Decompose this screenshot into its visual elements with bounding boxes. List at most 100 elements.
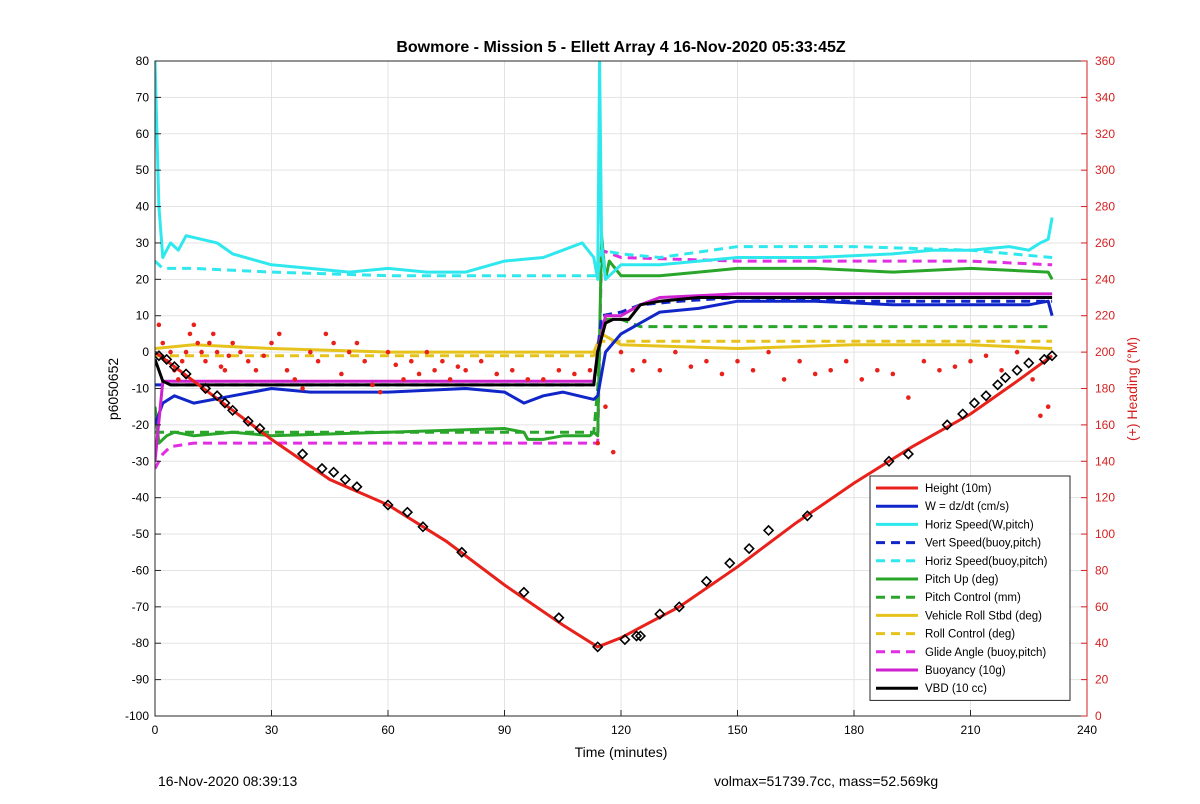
height-marker bbox=[199, 382, 212, 395]
heading-point bbox=[176, 377, 181, 382]
height-marker bbox=[1011, 364, 1023, 376]
heading-point bbox=[595, 440, 600, 446]
series-line bbox=[155, 339, 1053, 358]
height-marker bbox=[328, 466, 340, 478]
x-tick-label: 0 bbox=[152, 723, 159, 737]
heading-point bbox=[346, 349, 352, 355]
heading-point bbox=[210, 331, 216, 337]
heading-point bbox=[331, 340, 336, 346]
y-tick-label: 40 bbox=[136, 200, 150, 214]
heading-point bbox=[409, 358, 414, 364]
heading-point bbox=[688, 364, 694, 369]
heading-point bbox=[587, 368, 593, 373]
heading-point bbox=[812, 371, 818, 377]
y-right-tick-label: 100 bbox=[1095, 527, 1115, 541]
height-marker bbox=[592, 641, 604, 653]
heading-point bbox=[238, 349, 243, 355]
heading-point bbox=[230, 340, 235, 346]
y-right-tick-label: 220 bbox=[1095, 309, 1115, 323]
height-marker bbox=[254, 422, 266, 435]
y-right-tick-label: 20 bbox=[1095, 673, 1109, 687]
heading-point bbox=[657, 368, 663, 373]
series-line bbox=[155, 299, 1054, 426]
y-tick-label: 70 bbox=[136, 90, 150, 104]
height-marker bbox=[296, 448, 309, 460]
heading-point bbox=[245, 358, 251, 364]
heading-point bbox=[362, 358, 368, 364]
height-marker bbox=[724, 557, 736, 569]
height-marker bbox=[1046, 350, 1058, 362]
heading-point bbox=[187, 331, 193, 337]
heading-point bbox=[455, 364, 461, 369]
y-tick-label: -40 bbox=[132, 491, 150, 505]
height-marker bbox=[700, 575, 713, 587]
heading-point bbox=[541, 377, 546, 382]
x-axis-label: Time (minutes) bbox=[575, 744, 668, 760]
y-right-tick-label: 60 bbox=[1095, 600, 1109, 614]
y-tick-label: -90 bbox=[132, 673, 150, 687]
y-tick-label: -50 bbox=[132, 527, 150, 541]
heading-point bbox=[339, 371, 344, 377]
heading-point bbox=[618, 349, 624, 355]
legend-label: VBD (10 cc) bbox=[925, 683, 987, 695]
height-marker bbox=[902, 448, 914, 460]
legend-label: Vehicle Roll Stbd (deg) bbox=[925, 610, 1042, 622]
y-right-tick-label: 260 bbox=[1095, 236, 1115, 250]
height-marker bbox=[227, 404, 239, 416]
legend-label: Height (10m) bbox=[925, 483, 992, 495]
height-marker bbox=[155, 350, 165, 362]
legend-label: Horiz Speed(buoy,pitch) bbox=[925, 556, 1048, 568]
heading-point bbox=[416, 371, 422, 377]
heading-point bbox=[183, 349, 189, 355]
chart-title: Bowmore - Mission 5 - Ellett Array 4 16-… bbox=[396, 39, 846, 56]
heading-point bbox=[603, 404, 608, 409]
height-marker bbox=[339, 473, 351, 486]
heading-point bbox=[642, 358, 647, 364]
y-right-tick-label: 280 bbox=[1095, 200, 1115, 214]
x-tick-label: 180 bbox=[844, 723, 864, 737]
height-marker bbox=[211, 390, 223, 402]
heading-point bbox=[572, 371, 577, 377]
heading-point bbox=[781, 377, 787, 382]
heading-point bbox=[630, 368, 635, 373]
height-marker bbox=[417, 521, 429, 533]
legend-box bbox=[869, 475, 1071, 701]
height-marker bbox=[382, 499, 394, 511]
heading-point bbox=[179, 358, 185, 364]
x-tick-label: 60 bbox=[381, 723, 395, 737]
footer-timestamp: 16-Nov-2020 08:39:13 bbox=[158, 773, 298, 789]
x-tick-label: 120 bbox=[611, 723, 631, 737]
height-marker bbox=[999, 371, 1012, 384]
height-marker bbox=[180, 368, 192, 380]
y-right-tick-label: 340 bbox=[1095, 90, 1115, 104]
legend-label: Buoyancy (10g) bbox=[925, 665, 1006, 677]
y-right-tick-label: 40 bbox=[1095, 636, 1109, 650]
y-right-tick-label: 180 bbox=[1095, 382, 1115, 396]
heading-point bbox=[968, 358, 973, 364]
heading-point bbox=[424, 349, 430, 355]
y-tick-label: 30 bbox=[136, 236, 150, 250]
heading-point bbox=[401, 377, 406, 382]
y-right-tick-label: 320 bbox=[1095, 127, 1115, 141]
heading-point bbox=[218, 364, 224, 369]
y-right-tick-label: 160 bbox=[1095, 418, 1115, 432]
height-marker bbox=[992, 379, 1004, 391]
heading-point bbox=[370, 382, 375, 388]
legend: Height (10m) W = dz/dt (cm/s) Horiz Speed(… bbox=[869, 475, 1071, 701]
y-right-tick-label: 140 bbox=[1095, 454, 1115, 468]
height-marker bbox=[634, 630, 647, 642]
heading-point bbox=[509, 368, 515, 373]
x-tick-label: 30 bbox=[265, 723, 279, 737]
heading-point bbox=[952, 364, 958, 369]
x-tick-label: 150 bbox=[727, 723, 747, 737]
legend-label: W = dz/dt (cm/s) bbox=[925, 501, 1009, 513]
heading-point bbox=[937, 368, 942, 373]
y-tick-label: -100 bbox=[125, 709, 149, 723]
heading-point bbox=[875, 368, 880, 373]
heading-point bbox=[393, 362, 399, 368]
series-layer bbox=[155, 61, 1058, 653]
heading-point bbox=[719, 371, 725, 377]
y-tick-label: 0 bbox=[142, 345, 149, 359]
y-tick-label: 60 bbox=[136, 127, 150, 141]
heading-point bbox=[385, 349, 391, 355]
